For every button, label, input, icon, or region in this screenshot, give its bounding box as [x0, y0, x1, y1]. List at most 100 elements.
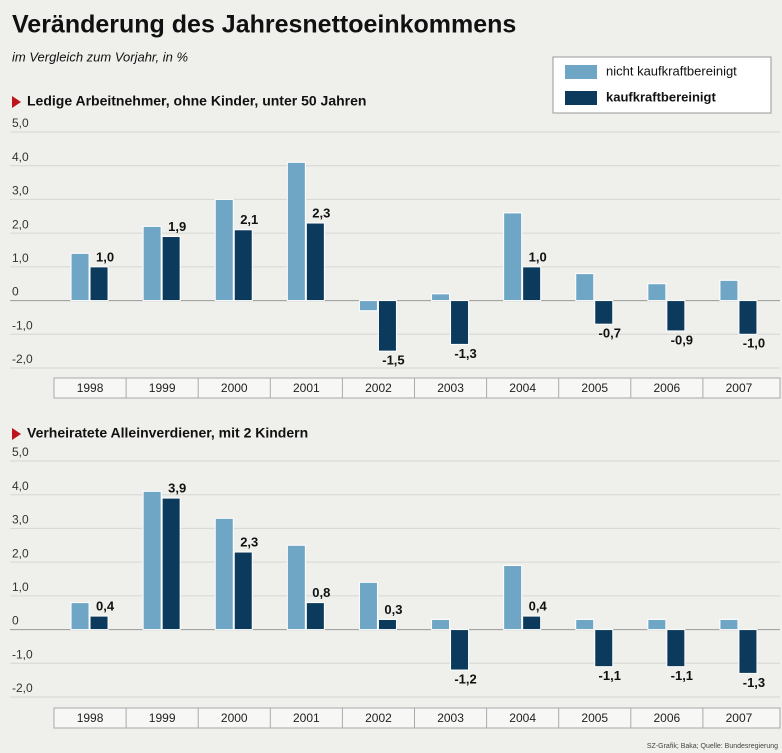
- bar: [450, 300, 470, 345]
- bar: [286, 161, 306, 302]
- x-tick-label: 2005: [581, 711, 608, 725]
- legend-label: kaufkraftbereinigt: [606, 89, 716, 104]
- x-tick-label: 2006: [653, 381, 680, 395]
- x-tick-label: 1998: [77, 711, 104, 725]
- y-tick-label: 3,0: [12, 513, 29, 527]
- y-tick-label: 5,0: [12, 116, 29, 130]
- bar: [575, 273, 595, 302]
- x-tick-label: 2007: [726, 711, 753, 725]
- value-label: 2,1: [240, 212, 258, 227]
- bar: [89, 615, 109, 631]
- bar: [214, 198, 234, 302]
- bar: [233, 551, 253, 631]
- x-tick-label: 2004: [509, 711, 536, 725]
- bar: [738, 300, 758, 335]
- bar: [233, 229, 253, 302]
- value-label: 0,4: [96, 599, 115, 614]
- chart-title: Veränderung des Jahresnettoeinkommens: [12, 11, 516, 39]
- legend-swatch: [565, 65, 597, 79]
- x-tick-label: 2007: [726, 381, 753, 395]
- y-tick-label: -1,0: [12, 647, 33, 661]
- bar: [286, 544, 306, 631]
- x-tick-label: 2005: [581, 381, 608, 395]
- x-tick-label: 2006: [653, 711, 680, 725]
- panel-marker: [12, 428, 21, 440]
- y-tick-label: 2,0: [12, 546, 29, 560]
- bar: [738, 629, 758, 674]
- bar: [70, 252, 90, 302]
- x-tick-label: 2003: [437, 381, 464, 395]
- value-label: 3,9: [168, 481, 186, 496]
- bar: [647, 283, 667, 302]
- bar: [450, 629, 470, 671]
- bar: [503, 212, 523, 302]
- x-tick-label: 2000: [221, 711, 248, 725]
- x-tick-label: 2003: [437, 711, 464, 725]
- y-tick-label: 4,0: [12, 150, 29, 164]
- value-label: 2,3: [240, 534, 258, 549]
- chart-subtitle: im Vergleich zum Vorjahr, in %: [12, 49, 188, 64]
- bar: [377, 300, 397, 352]
- bar: [142, 490, 162, 631]
- panel-title: Ledige Arbeitnehmer, ohne Kinder, unter …: [27, 93, 366, 109]
- category-row: [53, 707, 781, 729]
- bar: [161, 236, 181, 302]
- value-label: 1,9: [168, 219, 186, 234]
- value-label: 1,0: [529, 249, 547, 264]
- y-tick-label: 0: [12, 285, 19, 299]
- value-label: -1,5: [382, 353, 404, 368]
- bar: [575, 618, 595, 631]
- bar: [431, 618, 451, 631]
- x-tick-label: 1998: [77, 381, 104, 395]
- y-tick-label: -1,0: [12, 318, 33, 332]
- bar: [305, 602, 325, 631]
- value-label: 0,3: [384, 602, 402, 617]
- y-tick-label: 2,0: [12, 217, 29, 231]
- value-label: 0,8: [312, 585, 330, 600]
- y-tick-label: 0: [12, 614, 19, 628]
- value-label: -0,7: [599, 326, 621, 341]
- value-label: -1,3: [743, 675, 765, 690]
- bar: [522, 615, 542, 631]
- value-label: -1,0: [743, 336, 765, 351]
- y-tick-label: -2,0: [12, 352, 33, 366]
- bar: [377, 618, 397, 631]
- source: SZ-Grafik; Baka; Quelle: Bundesregierung: [647, 743, 778, 750]
- x-tick-label: 2002: [365, 711, 392, 725]
- y-tick-label: 1,0: [12, 251, 29, 265]
- panel-title: Verheiratete Alleinverdiener, mit 2 Kind…: [27, 425, 308, 441]
- x-tick-label: 2002: [365, 381, 392, 395]
- bar: [142, 225, 162, 302]
- bar: [89, 266, 109, 302]
- bar: [214, 517, 234, 631]
- y-tick-label: 3,0: [12, 184, 29, 198]
- bar: [719, 618, 739, 631]
- bar: [522, 266, 542, 302]
- value-label: 1,0: [96, 249, 114, 264]
- value-label: 2,3: [312, 205, 330, 220]
- value-label: 0,4: [529, 599, 548, 614]
- bar: [305, 222, 325, 302]
- bar: [503, 565, 523, 631]
- y-tick-label: 5,0: [12, 445, 29, 459]
- bar: [431, 293, 451, 302]
- panel-marker: [12, 96, 21, 108]
- legend-swatch: [565, 91, 597, 105]
- bar: [647, 618, 667, 631]
- x-tick-label: 2001: [293, 381, 320, 395]
- bar: [594, 300, 614, 325]
- value-label: -1,1: [599, 668, 621, 683]
- bar: [358, 581, 378, 631]
- x-tick-label: 1999: [149, 381, 176, 395]
- y-tick-label: 4,0: [12, 479, 29, 493]
- bar: [161, 497, 181, 631]
- value-label: -1,1: [671, 668, 693, 683]
- y-tick-label: 1,0: [12, 580, 29, 594]
- value-label: -1,2: [454, 671, 476, 686]
- value-label: -0,9: [671, 332, 693, 347]
- legend-label: nicht kaufkraftbereinigt: [606, 63, 737, 78]
- x-tick-label: 2004: [509, 381, 536, 395]
- x-tick-label: 1999: [149, 711, 176, 725]
- bar: [594, 629, 614, 668]
